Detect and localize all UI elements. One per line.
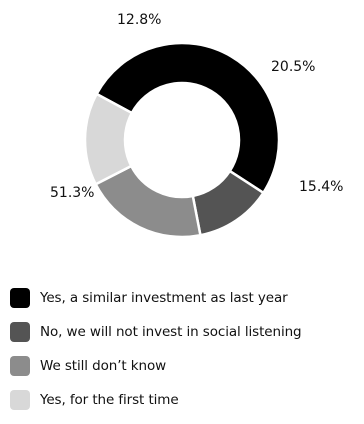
legend-label: No, we will not invest in social listeni… [40,324,302,340]
legend-item-first-time: Yes, for the first time [10,390,364,410]
slice-label-yes-similar: 51.3% [50,185,94,201]
legend-item-yes-similar: Yes, a similar investment as last year [10,288,364,308]
slice-label-first-time: 15.4% [299,179,343,195]
legend-swatch-yes-similar [10,288,30,308]
legend-item-no-invest: No, we will not invest in social listeni… [10,322,364,342]
legend-label: We still don’t know [40,358,167,374]
slice-first-time [83,92,134,186]
legend-swatch-dont-know [10,356,30,376]
legend-swatch-no-invest [10,322,30,342]
legend-label: Yes, for the first time [40,392,179,408]
donut-chart: 51.3% 12.8% 20.5% 15.4% [50,12,343,239]
slice-label-dont-know: 20.5% [271,59,315,75]
legend-label: Yes, a similar investment as last year [40,290,288,306]
legend-item-dont-know: We still don’t know [10,356,364,376]
slice-yes-similar [95,41,281,195]
legend-swatch-first-time [10,390,30,410]
legend: Yes, a similar investment as last year N… [10,288,364,424]
slice-label-no-invest: 12.8% [117,12,161,28]
